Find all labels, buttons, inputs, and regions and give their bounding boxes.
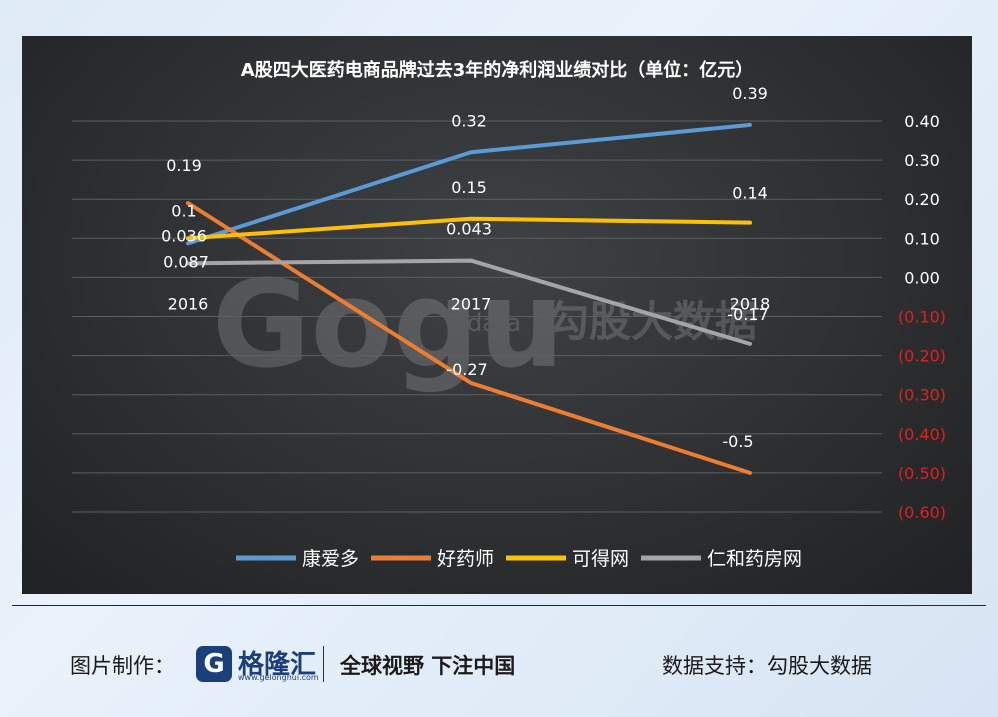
legend-label: 仁和药房网 xyxy=(707,548,802,570)
legend-label: 可得网 xyxy=(572,548,629,570)
x-tick-label: 2017 xyxy=(451,294,492,313)
y-tick-label: (0.40) xyxy=(898,425,946,444)
y-tick-label: (0.60) xyxy=(898,503,946,522)
watermark-logo: Gogu xyxy=(212,256,564,395)
footer-credit-label: 图片制作： xyxy=(70,654,175,678)
y-tick-label: 0.30 xyxy=(904,151,940,170)
footer-divider xyxy=(12,605,986,606)
data-label: 0.043 xyxy=(446,220,492,239)
chart-title: A股四大医药电商品牌过去3年的净利润业绩对比（单位：亿元） xyxy=(241,59,753,81)
x-tick-label: 2016 xyxy=(168,294,209,313)
data-label: 0.036 xyxy=(161,226,207,245)
legend-label: 好药师 xyxy=(437,548,494,570)
x-tick-label: 2018 xyxy=(730,294,771,313)
y-tick-label: (0.10) xyxy=(898,308,946,327)
line-chart: A股四大医药电商品牌过去3年的净利润业绩对比（单位：亿元） Gogu data … xyxy=(72,59,946,570)
brand-name: 格隆汇 xyxy=(238,650,317,680)
footer-separator xyxy=(323,646,324,682)
brand-url: www.gelonghui.com xyxy=(238,673,319,682)
y-tick-label: 0.10 xyxy=(904,229,940,248)
legend-label: 康爱多 xyxy=(302,548,359,570)
data-label: 0.087 xyxy=(163,252,209,271)
data-label: 0.19 xyxy=(166,156,202,175)
data-label: -0.5 xyxy=(722,432,753,451)
y-tick-label: (0.20) xyxy=(898,347,946,366)
chart-panel: A股四大医药电商品牌过去3年的净利润业绩对比（单位：亿元） Gogu data … xyxy=(22,36,972,594)
footer-source: 数据支持：勾股大数据 xyxy=(662,654,872,678)
series-line xyxy=(186,258,752,346)
brand-logo: G xyxy=(196,646,232,682)
footer-slogan: 全球视野 下注中国 xyxy=(340,654,516,678)
y-tick-label: 0.00 xyxy=(904,268,940,287)
data-label: -0.17 xyxy=(727,305,768,324)
series-line xyxy=(186,122,752,246)
data-label: 0.39 xyxy=(732,84,768,103)
y-tick-label: (0.30) xyxy=(898,386,946,405)
watermark-sub: data xyxy=(467,309,521,337)
data-label: 0.1 xyxy=(171,201,196,220)
y-tick-label: 0.20 xyxy=(904,190,940,209)
watermark-cn: 勾股大数据 xyxy=(547,297,757,346)
data-label: 0.15 xyxy=(451,178,487,197)
series-line xyxy=(186,216,752,241)
data-label: 0.14 xyxy=(732,184,768,203)
brand-g-icon: G xyxy=(203,649,225,679)
watermark: Gogu data 勾股大数据 xyxy=(212,256,757,395)
data-label: -0.27 xyxy=(446,360,487,379)
y-tick-label: (0.50) xyxy=(898,464,946,483)
y-tick-label: 0.40 xyxy=(904,112,940,131)
data-label: 0.32 xyxy=(451,111,487,130)
